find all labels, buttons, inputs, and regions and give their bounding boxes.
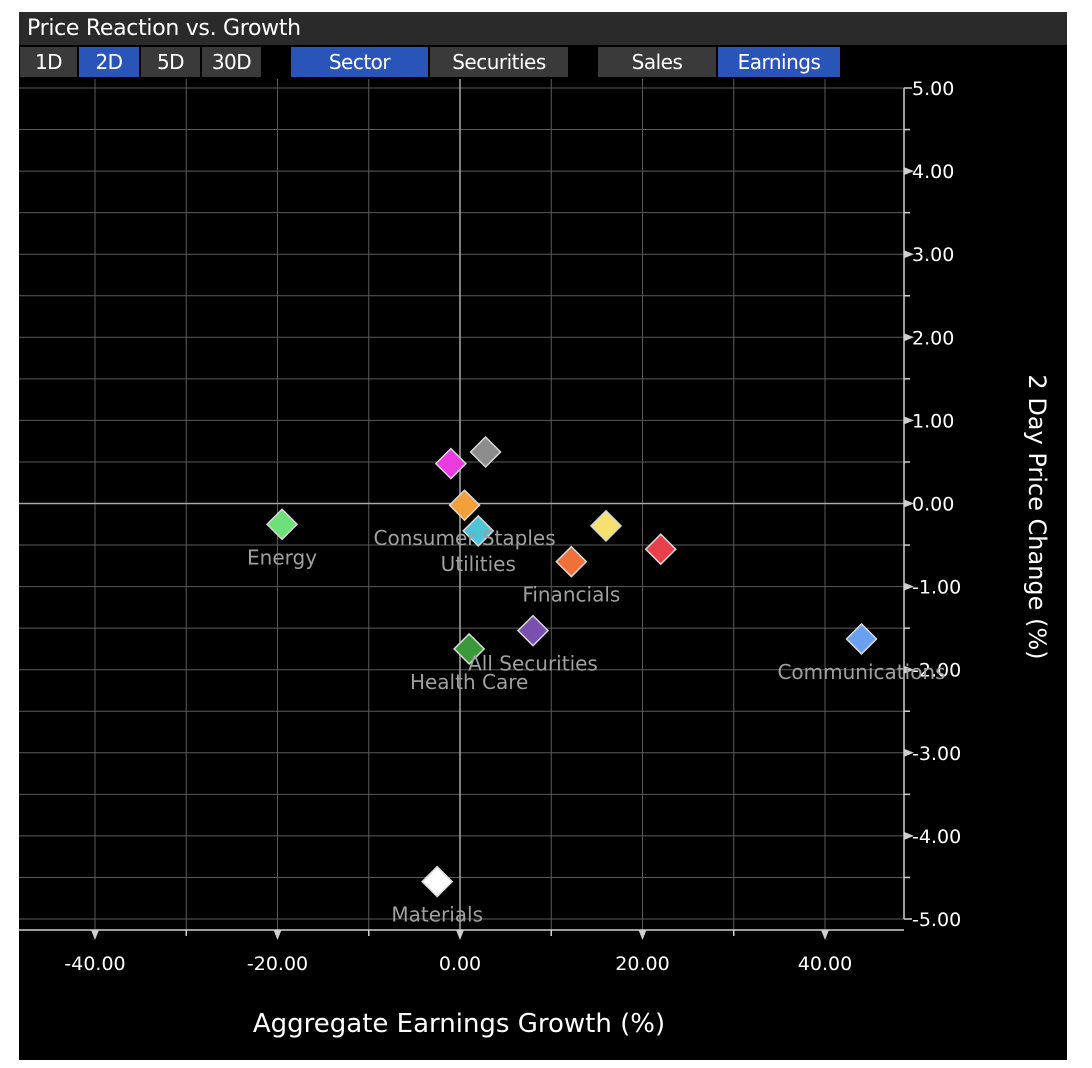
y-tick-label: -1.00 — [912, 577, 961, 599]
y-tick-label: -2.00 — [912, 660, 961, 682]
data-point-label: Materials — [391, 903, 483, 927]
data-point-marker — [462, 514, 495, 547]
x-tick-label: -20.00 — [247, 953, 308, 975]
x-tick-arrow — [821, 930, 829, 940]
x-tick-label: 0.00 — [439, 953, 481, 975]
x-tick-arrow — [273, 930, 282, 940]
y-tick-arrow — [904, 167, 914, 176]
y-tick-label: 5.00 — [912, 78, 954, 100]
x-tick-label: 40.00 — [798, 953, 852, 975]
period-2d-button[interactable]: 2D — [79, 47, 139, 77]
data-point-marker — [453, 632, 486, 665]
y-tick-arrow — [904, 250, 914, 259]
data-point-label: All Securities — [468, 652, 598, 676]
x-tick-label: -40.00 — [64, 953, 125, 975]
data-point-marker — [589, 509, 623, 542]
data-point-label: Health Care — [410, 670, 528, 694]
data-point-marker — [644, 533, 677, 566]
sector-button[interactable]: Sector — [291, 47, 428, 77]
x-tick-arrow — [638, 930, 647, 940]
title-bar: Price Reaction vs. Growth — [19, 12, 1067, 45]
y-tick-arrow — [904, 748, 914, 757]
y-tick-label: 4.00 — [912, 161, 954, 183]
y-tick-arrow — [904, 582, 914, 591]
data-point-label: Financials — [522, 583, 620, 607]
y-axis-title: 2 Day Price Change (%) — [1023, 374, 1051, 659]
y-tick-arrow — [904, 831, 914, 840]
data-point-label: Energy — [247, 545, 317, 569]
data-point-label: Utilities — [441, 552, 516, 576]
y-tick-label: 0.00 — [912, 494, 954, 516]
data-point-label: Consumer Staples — [374, 526, 556, 550]
x-axis-title: Aggregate Earnings Growth (%) — [253, 1009, 665, 1039]
period-5d-button[interactable]: 5D — [141, 47, 200, 77]
chart-panel: Price Reaction vs. Growth 1D 2D 5D 30D S… — [19, 12, 1067, 1060]
x-tick-label: 20.00 — [615, 953, 669, 975]
data-point-marker — [516, 614, 550, 647]
y-tick-arrow — [904, 416, 914, 425]
earnings-button[interactable]: Earnings — [718, 47, 840, 77]
chart-title: Price Reaction vs. Growth — [27, 16, 301, 41]
data-point-marker — [555, 545, 588, 578]
y-tick-label: 1.00 — [912, 410, 954, 432]
data-point-marker — [266, 508, 299, 541]
x-tick-arrow — [91, 930, 99, 940]
y-tick-label: -5.00 — [912, 909, 961, 931]
data-point-marker — [448, 489, 481, 522]
y-tick-arrow — [904, 665, 914, 674]
period-1d-button[interactable]: 1D — [20, 47, 77, 77]
securities-button[interactable]: Securities — [430, 47, 568, 77]
y-tick-label: -4.00 — [912, 826, 961, 848]
y-tick-arrow — [904, 499, 914, 508]
y-tick-label: 2.00 — [912, 327, 954, 349]
data-point-marker — [845, 622, 878, 656]
data-point-marker — [434, 447, 467, 480]
scatter-chart: 5.00 4.00 3.00 2.00 1.00 0.00 -1.00 -2.00 -3.00 -… — [19, 78, 1051, 1039]
y-tick-arrow — [904, 333, 914, 342]
data-point-marker — [421, 865, 454, 898]
y-tick-label: -3.00 — [912, 743, 961, 765]
sales-button[interactable]: Sales — [598, 47, 716, 77]
x-tick-arrow — [456, 930, 464, 940]
y-tick-label: 3.00 — [912, 244, 954, 266]
data-point-label: Communications — [777, 660, 945, 684]
data-point-marker — [469, 435, 502, 469]
period-30d-button[interactable]: 30D — [202, 47, 261, 77]
